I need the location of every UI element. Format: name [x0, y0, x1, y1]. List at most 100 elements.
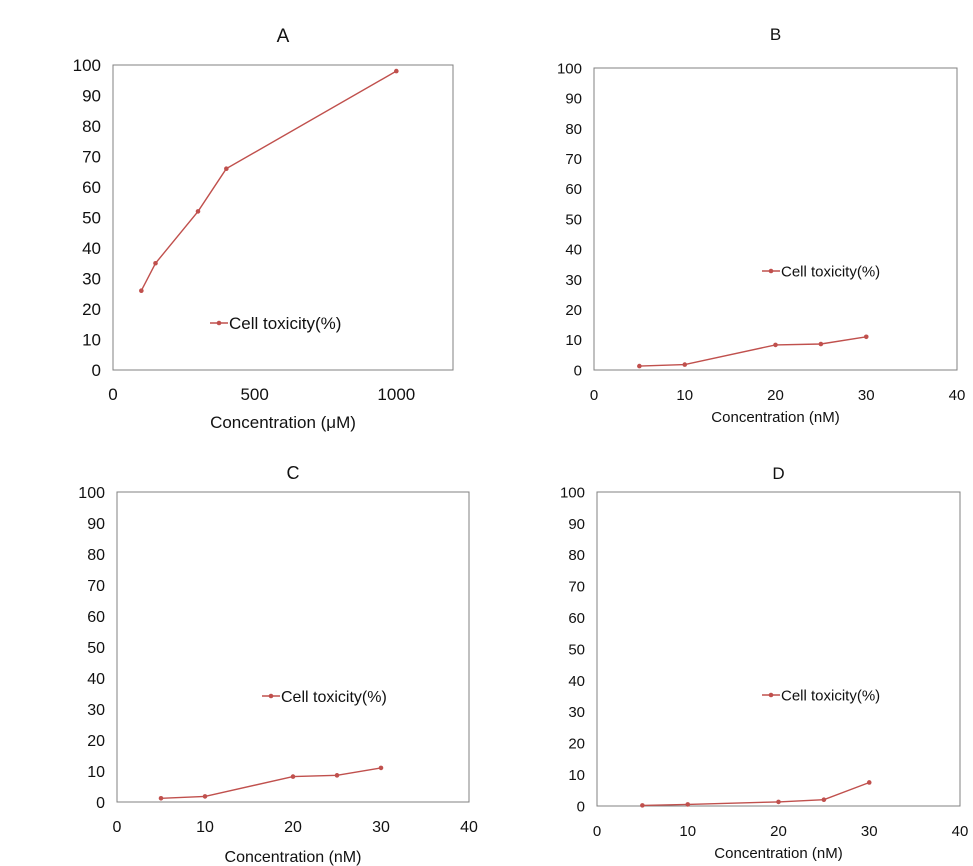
legend: Cell toxicity(%): [762, 263, 880, 280]
x-axis-label: Concentration (nM): [225, 849, 362, 866]
y-tick-label: 60: [568, 610, 585, 627]
y-tick-label: 10: [565, 332, 582, 349]
data-point: [637, 363, 642, 369]
data-point: [290, 774, 296, 779]
y-tick-label: 30: [82, 270, 101, 289]
x-tick-label: 20: [284, 819, 302, 836]
data-point: [866, 780, 872, 785]
y-tick-label: 40: [568, 673, 585, 690]
data-point: [818, 341, 824, 347]
y-tick-label: 100: [78, 485, 105, 502]
data-point: [776, 799, 781, 805]
x-tick-label: 30: [861, 823, 878, 840]
x-tick-label: 30: [372, 819, 390, 836]
y-tick-label: 90: [82, 87, 101, 106]
y-tick-label: 20: [568, 736, 585, 753]
data-point: [195, 209, 201, 214]
y-tick-label: 40: [82, 239, 101, 258]
plot-area-frame: [116, 491, 470, 803]
legend-label: Cell toxicity(%): [781, 263, 880, 280]
y-tick-label: 90: [568, 516, 585, 533]
series-line-0: [140, 70, 397, 292]
legend: Cell toxicity(%): [762, 687, 880, 704]
data-point: [773, 342, 778, 348]
x-axis-label: Concentration (nM): [714, 845, 842, 862]
y-tick-label: 60: [565, 181, 582, 198]
legend-marker: [216, 320, 222, 326]
x-tick-label: 20: [767, 387, 784, 404]
x-tick-label: 30: [858, 387, 875, 404]
legend-marker: [768, 268, 774, 274]
y-tick-label: 30: [87, 702, 105, 719]
chart-title: B: [770, 25, 781, 44]
data-point: [139, 288, 144, 294]
x-tick-label: 500: [240, 385, 268, 404]
y-tick-label: 30: [568, 704, 585, 721]
series-line-0: [160, 767, 382, 799]
y-tick-label: 100: [73, 56, 101, 75]
x-tick-label: 10: [676, 387, 693, 404]
x-tick-label: 0: [590, 387, 598, 404]
chart-panel-d: D 0 10 20 30 40 50 60 70 80 90 100 0 10 20 30 40 Concentr…: [560, 464, 968, 862]
y-tick-label: 10: [82, 331, 101, 350]
data-point: [153, 260, 158, 266]
y-tick-label: 40: [565, 242, 582, 259]
data-point: [821, 797, 827, 803]
x-tick-label: 40: [952, 823, 969, 840]
y-tick-label: 100: [560, 484, 585, 501]
x-tick-label: 0: [108, 385, 117, 404]
y-tick-label: 80: [568, 547, 585, 564]
y-tick-label: 0: [92, 361, 101, 380]
plot-area-frame: [596, 491, 961, 807]
y-tick-label: 70: [87, 578, 105, 595]
x-tick-label: 40: [949, 387, 966, 404]
y-tick-label: 80: [87, 547, 105, 564]
series-line-0: [642, 781, 870, 807]
plot-area-frame: [112, 64, 454, 371]
y-tick-label: 20: [82, 300, 101, 319]
data-point: [202, 794, 208, 799]
series-line-0: [639, 336, 867, 367]
data-point: [224, 166, 229, 171]
data-point: [685, 802, 691, 807]
x-axis-label: Concentration (nM): [711, 409, 839, 426]
y-tick-label: 60: [82, 178, 101, 197]
x-tick-label: 1000: [377, 385, 415, 404]
plot-area-frame: [593, 67, 958, 371]
chart-title: A: [277, 26, 290, 47]
y-tick-label: 100: [557, 60, 582, 77]
chart-title: C: [287, 463, 300, 483]
y-tick-label: 90: [87, 516, 105, 533]
y-tick-label: 20: [87, 733, 105, 750]
y-tick-label: 70: [82, 148, 101, 167]
data-point: [682, 362, 688, 367]
legend-marker: [768, 692, 774, 698]
y-tick-label: 50: [565, 211, 582, 228]
y-tick-label: 10: [568, 767, 585, 784]
data-point: [378, 765, 384, 771]
data-point: [158, 795, 164, 801]
y-tick-label: 60: [87, 609, 105, 626]
y-tick-label: 70: [565, 151, 582, 168]
data-point: [863, 334, 869, 340]
y-tick-label: 90: [565, 91, 582, 108]
y-tick-label: 50: [568, 641, 585, 658]
y-tick-label: 80: [565, 121, 582, 138]
legend-label: Cell toxicity(%): [229, 314, 341, 333]
data-point: [640, 803, 645, 808]
x-axis-label: Concentration (μM): [210, 413, 356, 432]
chart-panel-c: C 0 10 20 30 40 50 60 70 80 90 100 0 10 20 30 40 Concentr…: [78, 463, 478, 866]
legend-marker: [268, 693, 274, 699]
legend-label: Cell toxicity(%): [281, 689, 387, 706]
y-tick-label: 0: [574, 362, 582, 379]
y-tick-label: 80: [82, 117, 101, 136]
chart-title: D: [772, 464, 784, 483]
y-tick-label: 20: [565, 302, 582, 319]
data-point: [394, 68, 399, 74]
y-tick-label: 50: [82, 209, 101, 228]
chart-panel-b: B 0 10 20 30 40 50 60 70 80 90 100 0 10 20 30 40 Concentr…: [557, 25, 965, 426]
y-tick-label: 50: [87, 640, 105, 657]
y-tick-label: 0: [96, 795, 105, 812]
